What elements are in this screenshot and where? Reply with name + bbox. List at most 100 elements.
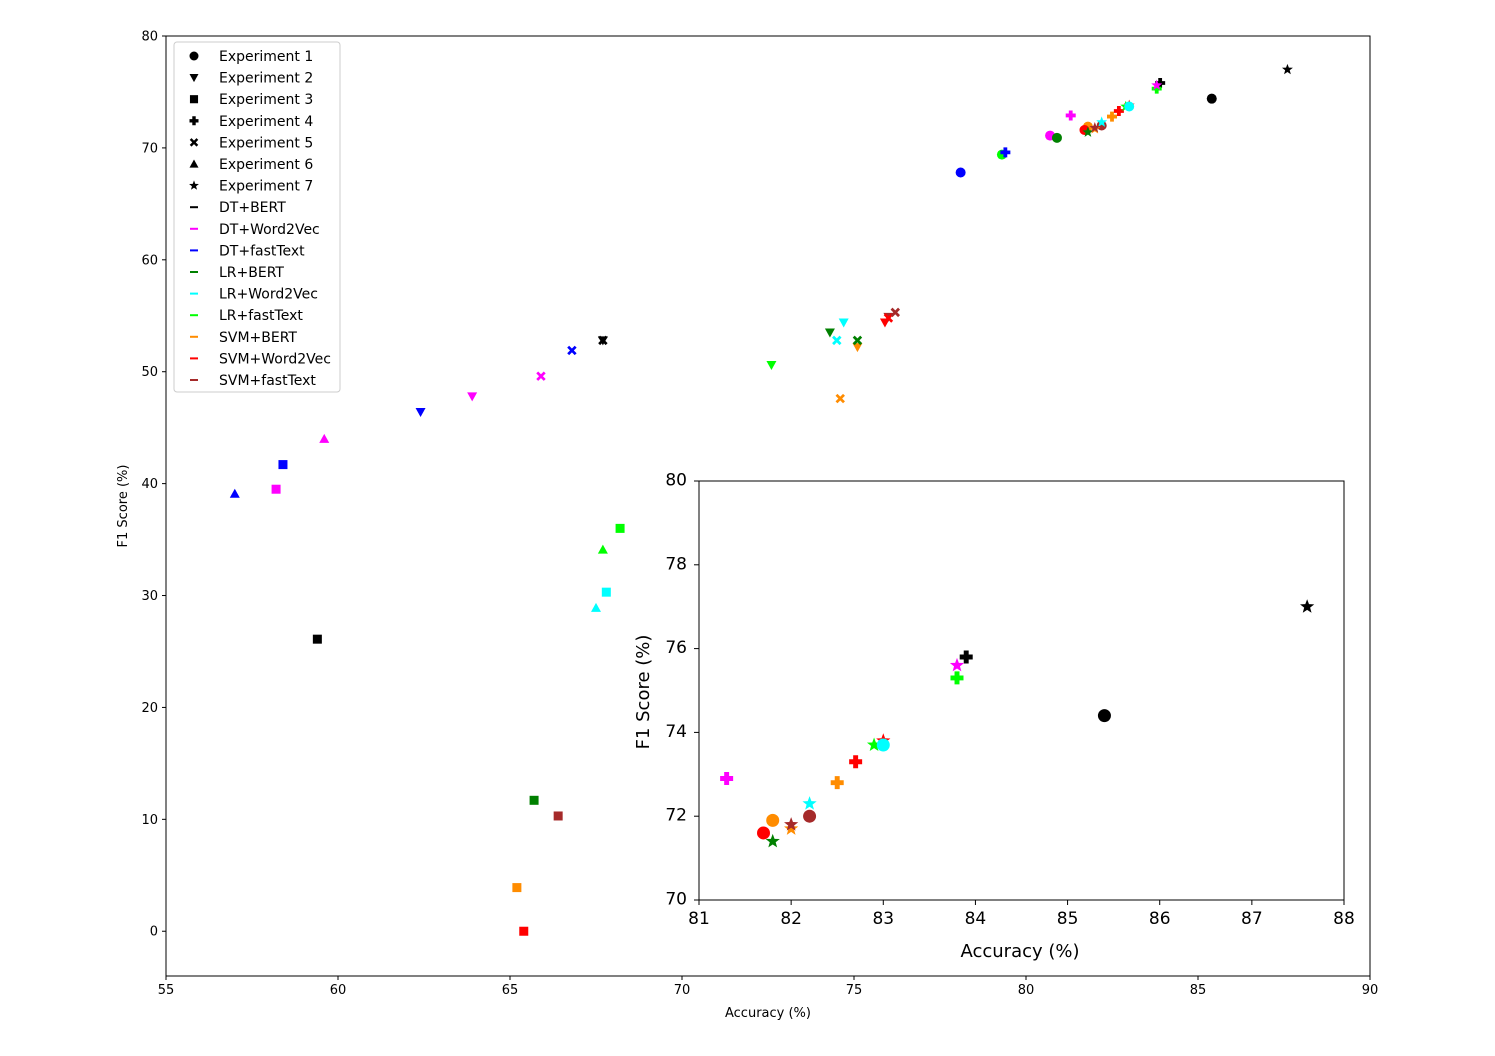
inset-y-tick-label: 74: [665, 722, 687, 742]
data-point: [838, 318, 849, 328]
data-point: [519, 926, 529, 936]
inset-y-tick-label: 72: [665, 806, 687, 826]
main-y-tick-label: 70: [141, 141, 158, 156]
data-point: [319, 433, 330, 443]
data-point: [1096, 120, 1107, 131]
legend-entry: SVM+BERT: [219, 330, 297, 346]
inset-data-point: [1300, 599, 1315, 613]
main-x-tick-label: 75: [846, 983, 863, 998]
legend-entry: SVM+fastText: [219, 373, 316, 389]
data-point: [1000, 147, 1011, 158]
inset-y-tick-label: 80: [665, 471, 687, 491]
data-point: [1089, 122, 1101, 133]
legend-entry: LR+Word2Vec: [219, 287, 318, 303]
data-point: [890, 307, 901, 318]
legend-entry: Experiment 6: [219, 157, 313, 173]
data-point: [852, 343, 863, 353]
inset-x-tick-label: 85: [1057, 909, 1079, 929]
data-point: [1113, 105, 1124, 116]
main-x-tick-label: 60: [330, 983, 347, 998]
inset-data-point: [757, 826, 770, 840]
legend-marker-icon: [189, 51, 199, 61]
inset-y-tick-label: 76: [665, 638, 687, 658]
data-point: [1206, 93, 1217, 104]
data-point: [1281, 63, 1293, 75]
inset-x-tick-label: 81: [688, 909, 710, 929]
data-point: [832, 335, 842, 346]
data-point: [1151, 79, 1163, 90]
data-point: [766, 361, 777, 370]
main-x-tick-label: 80: [1018, 983, 1035, 998]
data-point: [598, 335, 608, 346]
inset-y-tick-label: 70: [665, 890, 687, 910]
legend-entry: Experiment 5: [219, 135, 313, 151]
inset-plot: 81 82 83 84 85 86 87 88 70 72 74 76 78 80 Accuracy (…: [633, 471, 1355, 963]
inset-data-point: [830, 776, 844, 790]
main-y-tick-label: 60: [141, 253, 158, 268]
inset-y-tick-label: 78: [665, 554, 687, 574]
inset-data-point: [784, 817, 799, 831]
legend-marker-icon: [189, 138, 199, 147]
legend-entry: LR+fastText: [219, 308, 303, 324]
legend-marker-icon: [189, 180, 199, 190]
main-y-tick-label: 20: [141, 701, 158, 716]
inset-y-axis: 70 72 74 76 78 80: [665, 471, 699, 910]
legend-entry: Experiment 1: [219, 49, 313, 65]
y-axis-label: F1 Score (%): [116, 465, 131, 548]
data-point: [1082, 126, 1094, 137]
inset-data-point: [849, 755, 863, 769]
data-point: [567, 345, 577, 356]
main-y-axis: 0 10 20 30 40 50 60 70 80: [141, 30, 166, 940]
data-point: [615, 523, 625, 533]
inset-data-point: [950, 671, 964, 685]
inset-data-point: [866, 737, 882, 752]
data-point: [536, 371, 546, 381]
data-point: [278, 460, 288, 470]
data-point: [415, 408, 426, 417]
inset-data-point: [803, 809, 817, 823]
legend-entry: DT+fastText: [219, 243, 305, 259]
data-point: [553, 811, 563, 821]
main-y-tick-label: 10: [141, 813, 158, 828]
inset-data-point: [959, 650, 973, 664]
inset-data-point: [802, 796, 817, 810]
legend-entry: DT+BERT: [219, 200, 286, 216]
data-point: [824, 328, 835, 338]
x-axis-label: Accuracy (%): [725, 1006, 811, 1021]
inset-data-point: [766, 813, 780, 827]
legend-marker-icon: [189, 116, 199, 126]
inset-data-point: [784, 821, 799, 835]
data-point: [1107, 111, 1117, 122]
data-point: [1124, 101, 1135, 112]
legend: Experiment 1 Experiment 2 Experiment 3 Expe…: [173, 41, 341, 393]
legend-marker-icon: [189, 74, 199, 83]
legend-entry: LR+BERT: [219, 265, 284, 281]
data-point: [1155, 78, 1166, 88]
data-point: [597, 544, 608, 554]
main-x-tick-label: 90: [1362, 983, 1379, 998]
data-point: [591, 602, 601, 612]
legend-frame: [173, 41, 341, 393]
main-y-tick-label: 40: [141, 477, 158, 492]
main-y-tick-label: 0: [150, 925, 158, 940]
main-x-tick-label: 85: [1190, 983, 1207, 998]
data-point: [1096, 116, 1108, 127]
data-point: [835, 393, 845, 404]
inset-data-point: [876, 738, 890, 752]
data-point: [467, 392, 478, 402]
data-point: [852, 335, 863, 346]
legend-entry: Experiment 7: [219, 179, 313, 195]
data-point: [601, 587, 611, 597]
inset-plot-frame: [698, 480, 1345, 901]
legend-entry: Experiment 4: [219, 114, 313, 130]
main-x-tick-label: 65: [502, 983, 519, 998]
inset-data-point: [1097, 709, 1111, 723]
inset-x-tick-label: 82: [780, 909, 802, 929]
data-point: [229, 488, 240, 498]
main-x-tick-label: 70: [674, 983, 691, 998]
legend-marker-icon: [189, 159, 199, 168]
inset-x-tick-label: 84: [965, 909, 987, 929]
data-point: [955, 167, 966, 178]
data-point: [512, 883, 522, 893]
